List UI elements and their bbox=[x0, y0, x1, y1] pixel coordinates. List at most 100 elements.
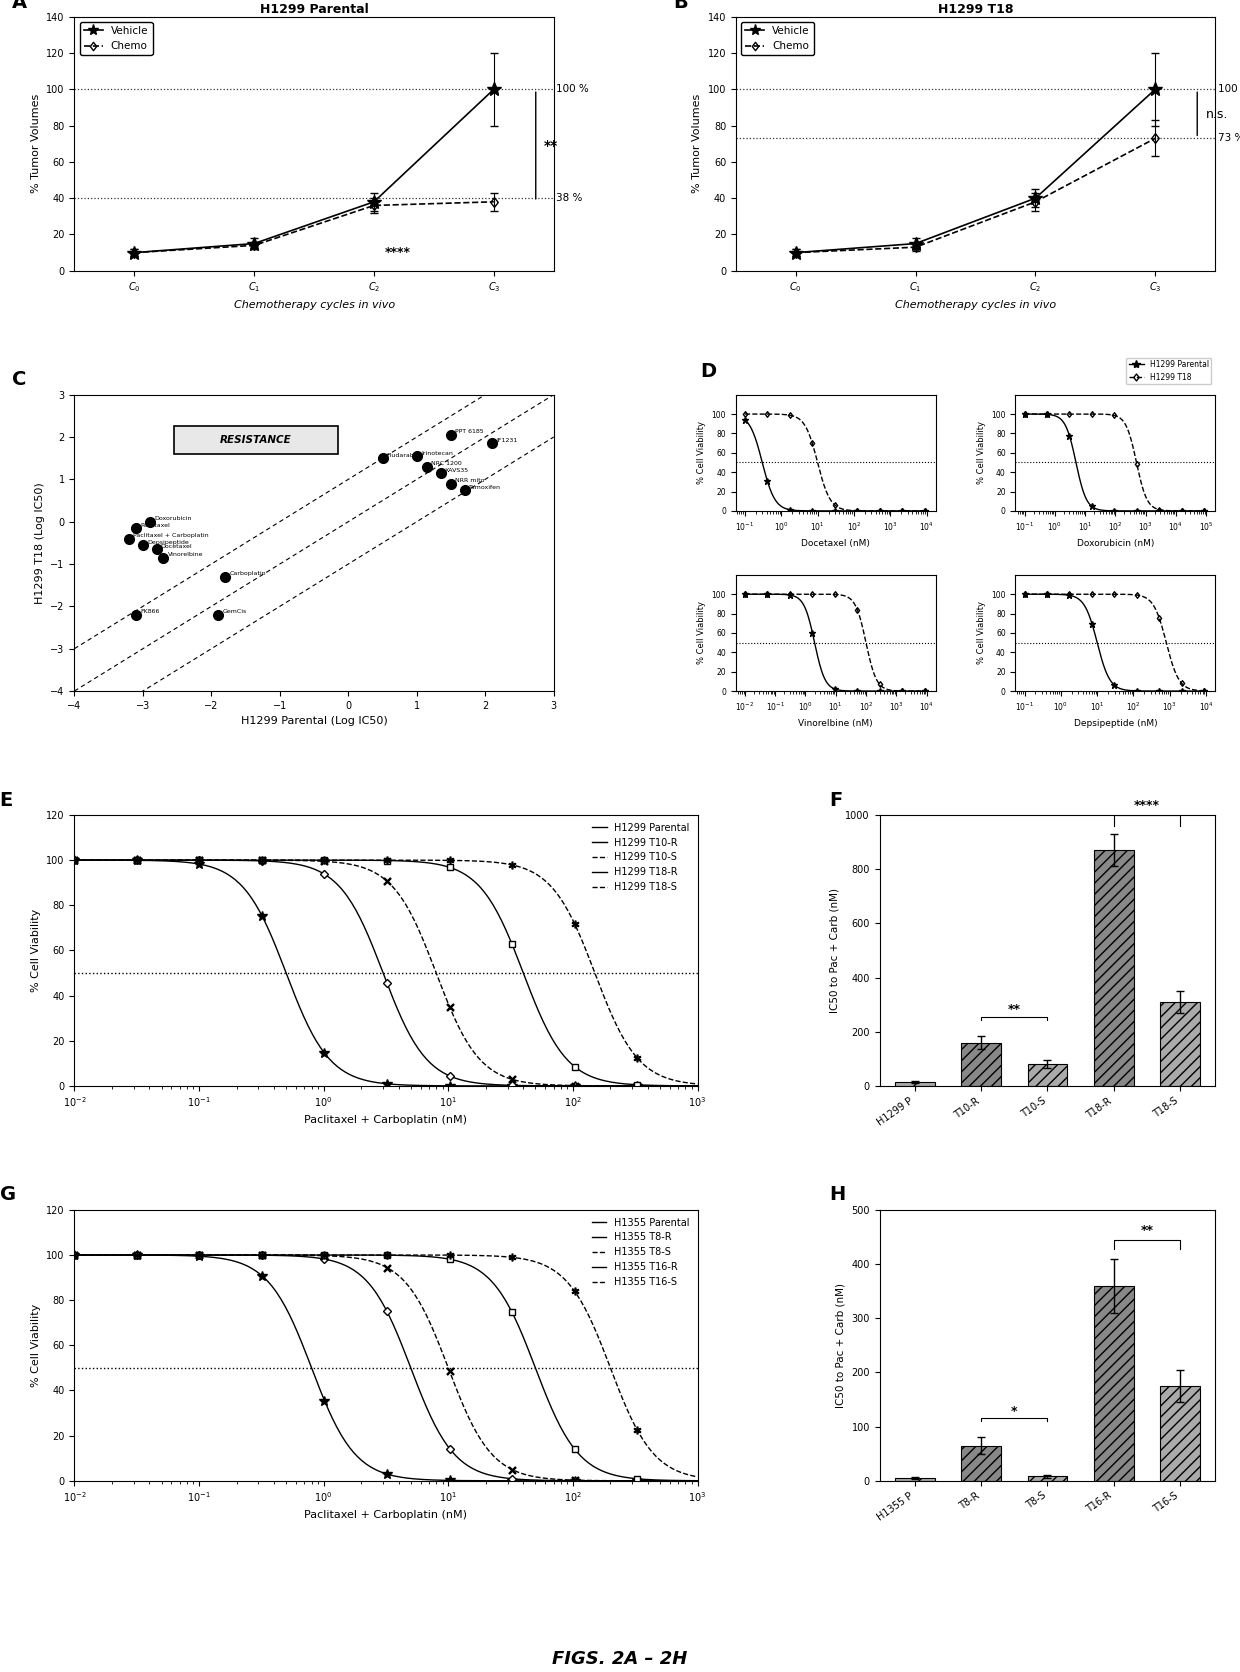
H1355 T8-S bbox=[631, 1471, 646, 1491]
H1299 T18-R bbox=[631, 1075, 646, 1095]
Text: FK866: FK866 bbox=[140, 609, 160, 614]
H1299 T10-S bbox=[438, 986, 453, 1007]
X-axis label: H1299 Parental (Log IC50): H1299 Parental (Log IC50) bbox=[241, 716, 387, 726]
H1355 T16-S bbox=[69, 1246, 84, 1266]
H1355 T8-S bbox=[69, 1246, 84, 1266]
Bar bbox=[961, 1446, 1001, 1481]
Line: H1355 Parental: H1355 Parental bbox=[74, 1256, 698, 1481]
X-axis label: Docetaxel (nM): Docetaxel (nM) bbox=[801, 538, 870, 547]
Y-axis label: IC50 to Pac + Carb (nM): IC50 to Pac + Carb (nM) bbox=[836, 1282, 846, 1408]
H1355 T8-R bbox=[631, 1471, 646, 1491]
H1299 T18-R bbox=[691, 1075, 706, 1095]
Text: JF1231: JF1231 bbox=[496, 438, 517, 443]
Legend: H1299 Parental, H1299 T10-R, H1299 T10-S, H1299 T18-R, H1299 T18-S: H1299 Parental, H1299 T10-R, H1299 T10-S… bbox=[589, 819, 693, 895]
Text: E: E bbox=[0, 791, 12, 809]
H1355 T8-R bbox=[435, 1430, 450, 1450]
H1299 Parental bbox=[449, 1075, 464, 1095]
Text: FIGS. 2A – 2H: FIGS. 2A – 2H bbox=[552, 1650, 688, 1667]
H1299 Parental bbox=[69, 849, 84, 869]
H1299 T10-S bbox=[435, 981, 450, 1002]
Bar bbox=[895, 1478, 935, 1481]
H1355 T8-R bbox=[438, 1433, 453, 1453]
H1299 T10-S bbox=[593, 1075, 608, 1095]
Text: Docetaxel: Docetaxel bbox=[161, 543, 192, 548]
H1299 T18-S bbox=[69, 849, 84, 869]
H1355 Parental bbox=[631, 1471, 646, 1491]
H1355 T16-R bbox=[67, 1246, 82, 1266]
Text: **: ** bbox=[544, 139, 558, 152]
Bar bbox=[1028, 1476, 1068, 1481]
Text: H: H bbox=[830, 1185, 846, 1204]
X-axis label: Paclitaxel + Carboplatin (nM): Paclitaxel + Carboplatin (nM) bbox=[305, 1115, 467, 1125]
H1299 Parental bbox=[67, 849, 82, 869]
H1355 T16-S bbox=[438, 1246, 453, 1266]
H1355 T8-S bbox=[593, 1471, 608, 1491]
X-axis label: Vinorelbine (nM): Vinorelbine (nM) bbox=[799, 719, 873, 727]
Text: NRC 1200: NRC 1200 bbox=[432, 461, 463, 466]
Y-axis label: H1299 T18 (Log IC50): H1299 T18 (Log IC50) bbox=[35, 482, 45, 604]
H1299 T10-R bbox=[691, 1075, 706, 1095]
Text: Vinorelbine: Vinorelbine bbox=[167, 552, 203, 557]
Legend: Vehicle, Chemo: Vehicle, Chemo bbox=[79, 22, 153, 55]
H1355 T8-R bbox=[449, 1446, 464, 1466]
Y-axis label: % Cell Viability: % Cell Viability bbox=[977, 602, 986, 664]
H1299 T18-R bbox=[593, 1070, 608, 1090]
Bar bbox=[1161, 1002, 1200, 1085]
H1299 Parental bbox=[438, 1075, 453, 1095]
H1299 T18-S bbox=[593, 975, 608, 995]
H1355 T16-S bbox=[631, 1423, 646, 1443]
Text: *: * bbox=[1011, 1404, 1018, 1418]
Text: ****: **** bbox=[384, 246, 410, 259]
H1355 T16-S bbox=[435, 1246, 450, 1266]
Line: H1299 Parental: H1299 Parental bbox=[74, 859, 698, 1085]
Text: Paclitaxel + Carboplatin: Paclitaxel + Carboplatin bbox=[134, 533, 210, 538]
Text: Tamoxifen: Tamoxifen bbox=[469, 485, 501, 490]
H1355 T8-S bbox=[67, 1246, 82, 1266]
Line: H1299 T18-S: H1299 T18-S bbox=[74, 859, 698, 1083]
H1299 T10-S bbox=[691, 1075, 706, 1095]
H1355 T16-R bbox=[449, 1251, 464, 1271]
H1299 T10-S bbox=[449, 1012, 464, 1032]
Title: H1299 T18: H1299 T18 bbox=[937, 3, 1013, 15]
Text: Paclitaxel: Paclitaxel bbox=[140, 523, 170, 528]
H1299 T18-S bbox=[691, 1073, 706, 1093]
Y-axis label: % Cell Viability: % Cell Viability bbox=[697, 421, 706, 485]
Text: F: F bbox=[830, 791, 843, 809]
Line: H1299 T10-R: H1299 T10-R bbox=[74, 859, 698, 1085]
Text: B: B bbox=[673, 0, 688, 12]
Text: Irinotecan: Irinotecan bbox=[420, 451, 453, 456]
H1299 T18-S bbox=[435, 851, 450, 871]
H1355 T16-R bbox=[593, 1460, 608, 1480]
H1355 Parental bbox=[438, 1470, 453, 1490]
Bar bbox=[961, 1043, 1001, 1085]
H1299 T10-R bbox=[593, 1075, 608, 1095]
Legend: H1355 Parental, H1355 T8-R, H1355 T8-S, H1355 T16-R, H1355 T16-S: H1355 Parental, H1355 T8-R, H1355 T8-S, … bbox=[589, 1214, 693, 1291]
Y-axis label: % Tumor Volumes: % Tumor Volumes bbox=[692, 94, 702, 194]
H1355 T16-S bbox=[593, 1331, 608, 1351]
H1355 Parental bbox=[691, 1471, 706, 1491]
H1355 T8-S bbox=[691, 1471, 706, 1491]
H1299 T10-R bbox=[435, 1063, 450, 1083]
H1299 T10-S bbox=[631, 1075, 646, 1095]
Text: **: ** bbox=[1008, 1003, 1021, 1017]
X-axis label: Paclitaxel + Carboplatin (nM): Paclitaxel + Carboplatin (nM) bbox=[305, 1510, 467, 1520]
H1355 T16-R bbox=[69, 1246, 84, 1266]
Y-axis label: % Cell Viability: % Cell Viability bbox=[977, 421, 986, 485]
H1355 T16-R bbox=[631, 1470, 646, 1490]
X-axis label: Chemotherapy cycles in vivo: Chemotherapy cycles in vivo bbox=[895, 299, 1056, 309]
Legend: H1299 Parental, H1299 T18: H1299 Parental, H1299 T18 bbox=[1126, 358, 1211, 385]
Bar bbox=[1094, 1286, 1133, 1481]
Y-axis label: IC50 to Pac + Carb (nM): IC50 to Pac + Carb (nM) bbox=[830, 888, 839, 1013]
Text: Fludarabine: Fludarabine bbox=[387, 453, 424, 458]
H1355 Parental bbox=[593, 1471, 608, 1491]
H1355 T8-R bbox=[691, 1471, 706, 1491]
H1355 Parental bbox=[435, 1470, 450, 1490]
X-axis label: Depsipeptide (nM): Depsipeptide (nM) bbox=[1074, 719, 1157, 727]
H1299 T10-S bbox=[69, 849, 84, 869]
Text: Doxorubicin: Doxorubicin bbox=[154, 517, 191, 522]
Text: ****: **** bbox=[1133, 799, 1159, 813]
Text: 100 %: 100 % bbox=[1218, 84, 1240, 94]
Text: XAVS35: XAVS35 bbox=[445, 468, 469, 473]
Legend: Vehicle, Chemo: Vehicle, Chemo bbox=[742, 22, 813, 55]
Line: H1299 T18-R: H1299 T18-R bbox=[74, 859, 698, 1085]
